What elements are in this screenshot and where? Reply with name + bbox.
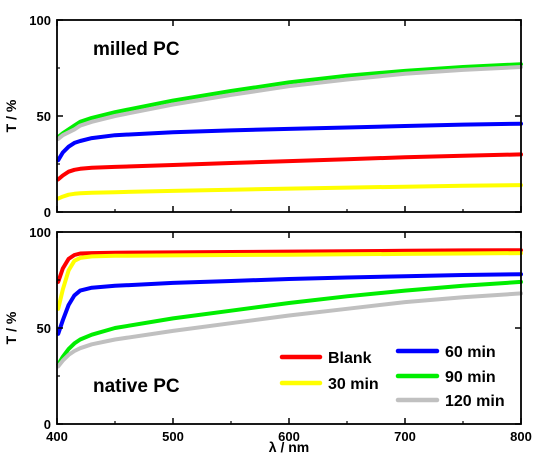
chart-legend: Blank 30 min 60 min 90 min 120 min: [279, 344, 505, 410]
legend-label: 30 min: [328, 376, 379, 393]
series-line-120-min: [56, 65, 523, 141]
y-tick-label: 50: [37, 109, 51, 124]
series-line-blank: [56, 248, 523, 284]
legend-item-30-min: 30 min: [279, 376, 379, 393]
legend-label: Blank: [328, 350, 372, 367]
y-axis-label: T / %: [3, 99, 19, 132]
legend-item-60-min: 60 min: [395, 344, 496, 361]
legend-item-blank: Blank: [279, 350, 372, 367]
x-tick-label: 700: [394, 429, 416, 444]
y-tick-label: 100: [29, 13, 51, 28]
x-tick-label: 400: [46, 429, 68, 444]
series-line-90-min: [56, 279, 523, 367]
series-line-120-min: [56, 291, 523, 369]
panel-bottom: 0 50 100 T / % native PC: [3, 225, 523, 432]
x-axis-label: λ / nm: [269, 439, 309, 455]
series-line-30-min: [56, 251, 523, 311]
y-tick-label: 0: [44, 205, 51, 220]
series-line-60-min: [56, 121, 523, 163]
series-line-60-min: [56, 272, 523, 336]
x-tick-label: 500: [162, 429, 184, 444]
legend-item-120-min: 120 min: [395, 393, 505, 410]
y-axis-label: T / %: [3, 311, 19, 344]
series-line-blank: [56, 152, 523, 182]
legend-label: 60 min: [445, 344, 496, 361]
chart-panels: 0 50 100 T / % milled PC 0 50 100 T / % native PC…: [3, 13, 532, 444]
legend-label: 90 min: [445, 369, 496, 386]
y-tick-label: 50: [37, 321, 51, 336]
panel-title: milled PC: [93, 39, 180, 60]
panel-title: native PC: [93, 376, 180, 397]
panel-top: 0 50 100 T / % milled PC: [3, 13, 523, 220]
x-tick-label: 800: [510, 429, 532, 444]
legend-label: 120 min: [445, 393, 505, 410]
legend-item-90-min: 90 min: [395, 369, 496, 386]
y-tick-label: 0: [44, 417, 51, 432]
series-line-30-min: [56, 183, 523, 201]
series-line-90-min: [56, 62, 523, 140]
x-tick-label: 600: [278, 429, 300, 444]
y-tick-label: 100: [29, 225, 51, 240]
